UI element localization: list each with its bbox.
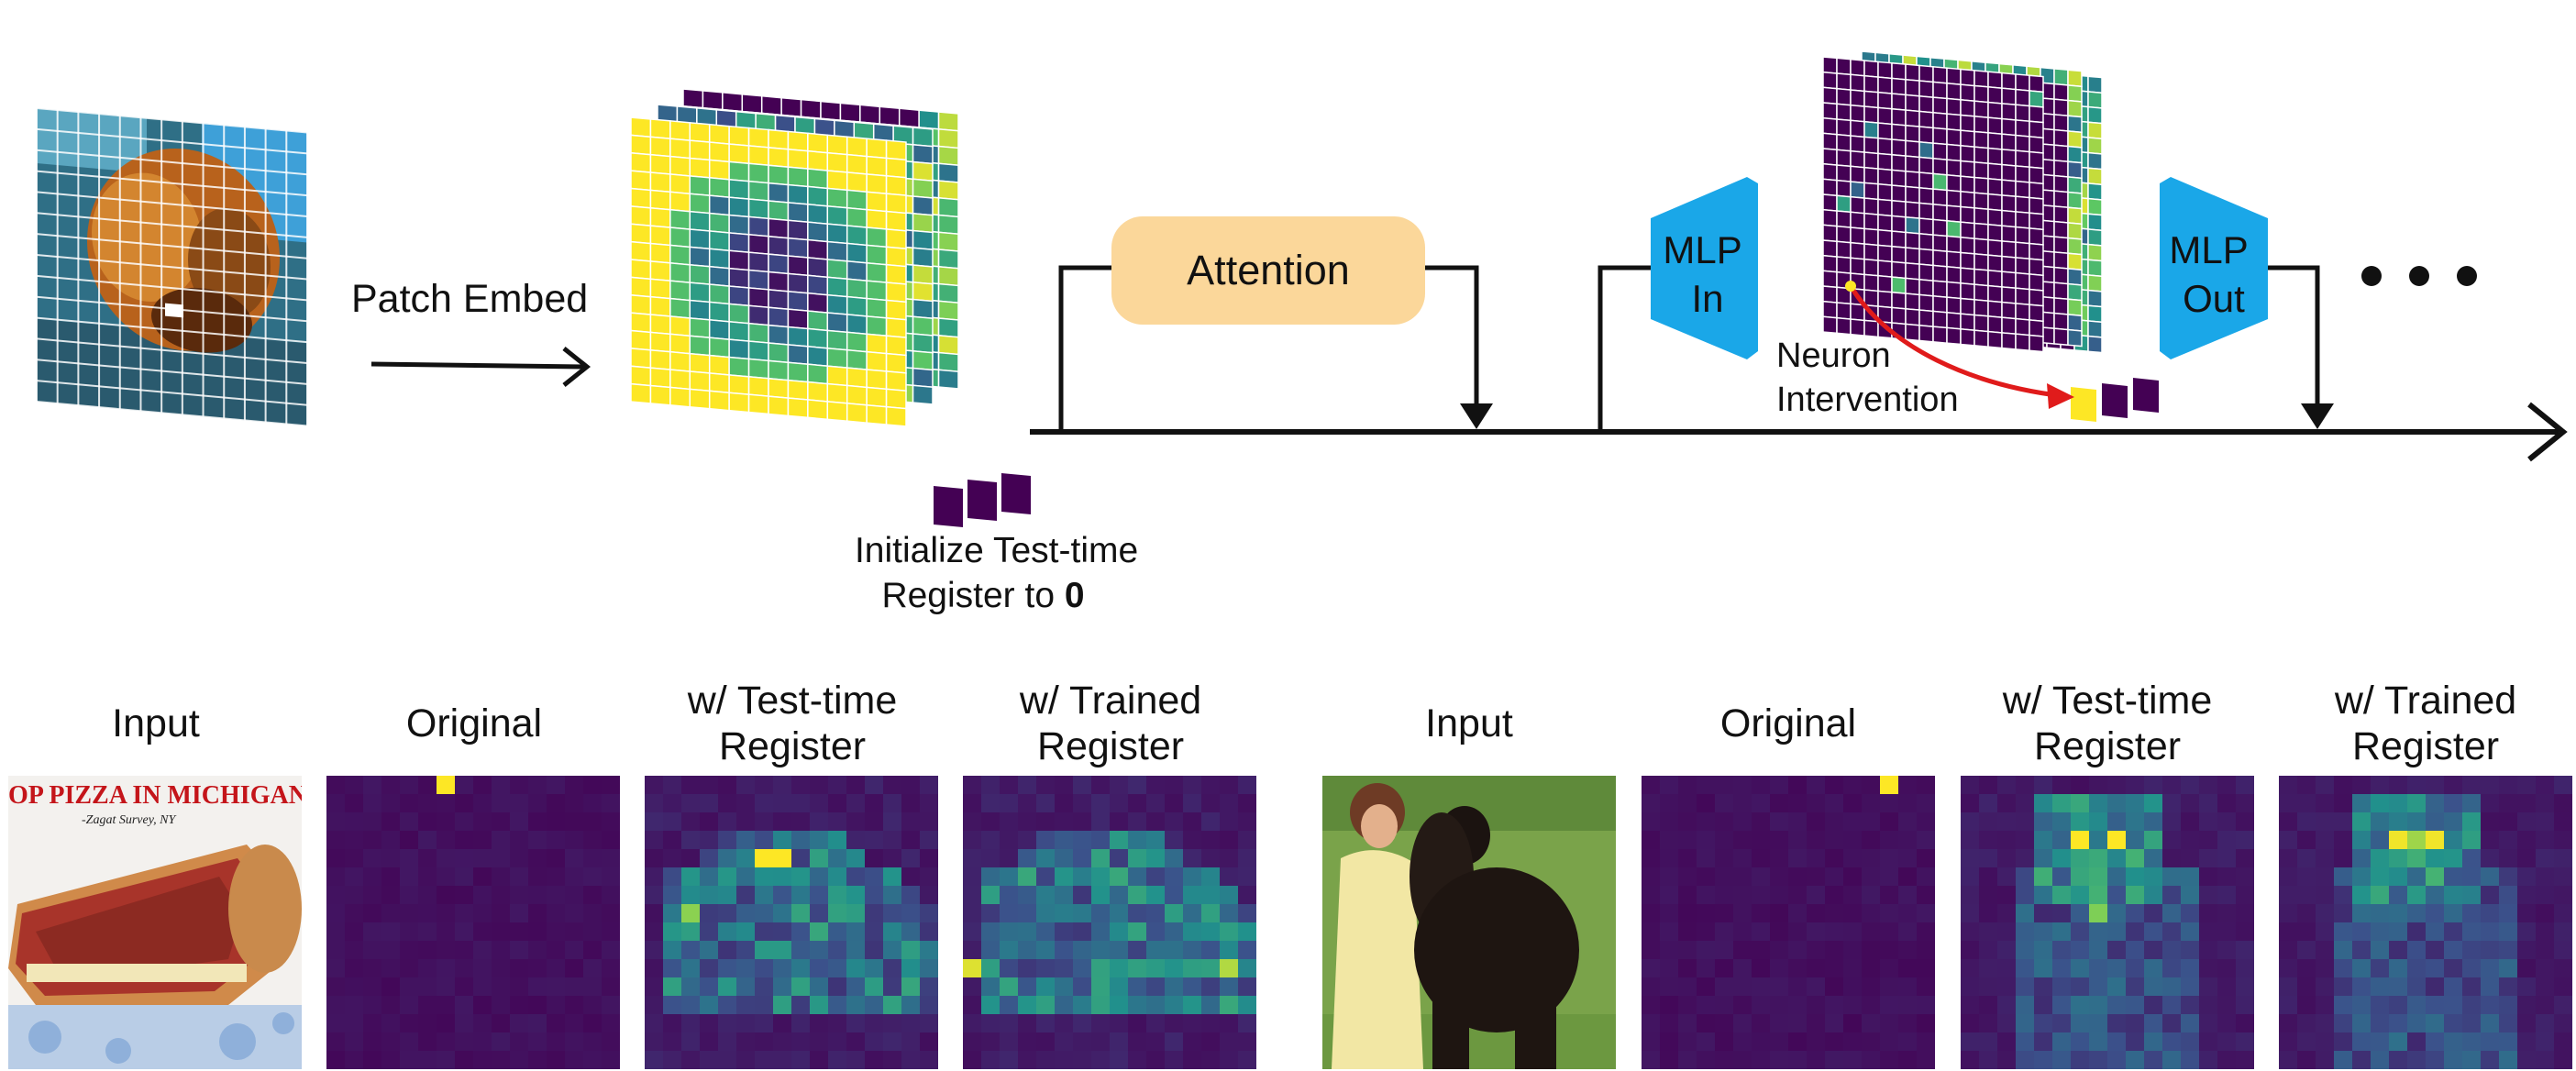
ellipsis-icon [2361,266,2477,286]
attention-arrowhead [1460,403,1493,429]
patch-embed-arrow [370,361,586,370]
left-testtime-attention-map [645,776,938,1069]
svg-text:-Zagat Survey, NY: -Zagat Survey, NY [82,813,177,827]
input-patch-image [36,107,308,427]
right-original-attention-map [1642,776,1935,1069]
dog-photo [1322,776,1616,1069]
patch-embed-arrowhead [562,347,591,387]
left-input-label: Input [112,701,200,745]
register-tokens [934,473,1031,527]
neuron-register-tokens [2071,378,2159,422]
residual-arrowhead [2527,402,2568,462]
neuron-intervention-label: Neuron Intervention [1776,337,1959,419]
right-testtime-attention-map [1961,776,2254,1069]
left-original-label: Original [405,701,543,745]
mlp-out-block [2160,177,2268,359]
right-input-label: Input [1425,701,1513,745]
right-original-label: Original [1719,701,1857,745]
left-trained-label: w/ Trained Register [1019,679,1202,768]
mlp-in-block [1651,177,1758,359]
init-register-label: Initialize Test-time Register to 0 [855,531,1148,615]
attention-label: Attention [1187,247,1350,293]
right-testtime-label: w/ Test-time Register [2002,679,2213,768]
mlp-out-label: MLP Out [2169,228,2258,320]
right-trained-attention-map [2279,776,2572,1069]
left-testtime-label: w/ Test-time Register [687,679,898,768]
svg-text:OP PIZZA IN MICHIGAN": OP PIZZA IN MICHIGAN" [8,781,302,810]
pizza-photo: OP PIZZA IN MICHIGAN" -Zagat Survey, NY [8,776,302,1069]
mlp-in-label: MLP In [1663,228,1752,320]
neuron-intervention-arrow [1848,284,2064,399]
right-trained-label: w/ Trained Register [2334,679,2517,768]
token-stack [630,88,959,427]
neuron-activation-stack [1822,50,2103,354]
patch-embed-label: Patch Embed [351,277,588,321]
left-trained-attention-map [963,776,1256,1069]
left-original-attention-map [326,776,620,1069]
mlp-branch [1598,265,1651,432]
attention-block [1111,216,1425,325]
attention-branch [1058,265,1111,432]
mlp-arrowhead [2301,403,2334,429]
